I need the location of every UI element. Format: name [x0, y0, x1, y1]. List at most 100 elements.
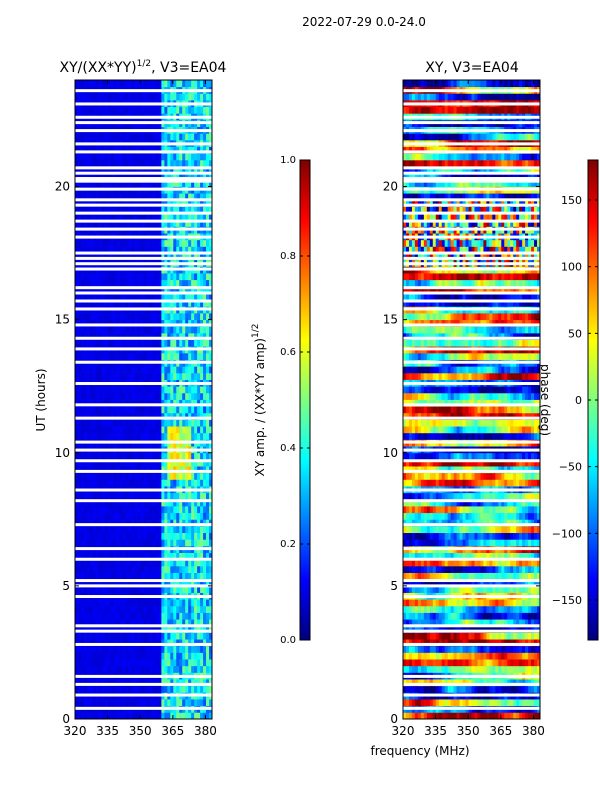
- heatmap-cell: [408, 659, 413, 667]
- heatmap-cell: [146, 612, 150, 620]
- heatmap-cell: [122, 645, 127, 653]
- heatmap-cell: [206, 625, 210, 633]
- heatmap-cell: [140, 352, 144, 360]
- heatmap-cell: [146, 652, 150, 660]
- heatmap-cell: [474, 652, 478, 660]
- heatmap-cell: [137, 93, 141, 101]
- heatmap-cell: [179, 679, 183, 687]
- heatmap-cell: [86, 506, 91, 514]
- heatmap-cell: [206, 406, 210, 414]
- heatmap-cell: [143, 219, 147, 227]
- heatmap-cell: [203, 366, 207, 374]
- heatmap-cell: [155, 645, 159, 653]
- heatmap-cell: [152, 519, 156, 527]
- heatmap-cell: [164, 712, 168, 720]
- heatmap-cell: [146, 239, 150, 247]
- heatmap-cell: [110, 153, 115, 161]
- heatmap-cell: [92, 386, 97, 394]
- heatmap-cell: [83, 512, 88, 520]
- heatmap-cell: [119, 386, 124, 394]
- heatmap-cell: [80, 699, 85, 707]
- heatmap-cell: [185, 452, 189, 460]
- heatmap-cell: [206, 332, 210, 340]
- heatmap-cell: [101, 213, 106, 221]
- heatmap-cell: [194, 639, 198, 647]
- heatmap-cell: [519, 712, 523, 720]
- heatmap-cell: [125, 412, 130, 420]
- heatmap-cell: [98, 632, 103, 640]
- heatmap-cell: [131, 552, 135, 560]
- heatmap-cell: [95, 179, 100, 187]
- heatmap-cell: [140, 452, 144, 460]
- heatmap-cell: [176, 712, 180, 720]
- heatmap-cell: [417, 679, 422, 687]
- heatmap-cell: [176, 419, 180, 427]
- heatmap-cell: [492, 712, 496, 720]
- heatmap-cell: [122, 519, 127, 527]
- heatmap-cell: [86, 399, 91, 407]
- heatmap-cell: [489, 712, 493, 720]
- heatmap-cell: [107, 199, 112, 207]
- heatmap-cell: [122, 579, 127, 587]
- heatmap-cell: [158, 632, 162, 640]
- heatmap-cell: [185, 273, 189, 281]
- heatmap-cell: [155, 552, 159, 560]
- heatmap-cell: [164, 352, 168, 360]
- heatmap-cell: [182, 459, 186, 467]
- heatmap-cell: [104, 166, 109, 174]
- heatmap-cell: [203, 432, 207, 440]
- heatmap-cell: [525, 665, 529, 673]
- heatmap-cell: [125, 492, 130, 500]
- heatmap-cell: [140, 339, 144, 347]
- heatmap-cell: [143, 565, 147, 573]
- heatmap-cell: [146, 585, 150, 593]
- heatmap-cell: [119, 585, 124, 593]
- heatmap-cell: [86, 492, 91, 500]
- heatmap-cell: [474, 699, 478, 707]
- heatmap-cell: [173, 599, 177, 607]
- heatmap-cell: [164, 492, 168, 500]
- heatmap-cell: [501, 685, 505, 693]
- heatmap-cell: [110, 452, 115, 460]
- heatmap-cell: [203, 639, 207, 647]
- heatmap-cell: [107, 372, 112, 380]
- heatmap-cell: [149, 552, 153, 560]
- heatmap-cell: [176, 312, 180, 321]
- heatmap-cell: [125, 506, 130, 514]
- heatmap-cell: [77, 193, 82, 201]
- heatmap-cell: [80, 572, 85, 580]
- heatmap-cell: [158, 80, 162, 88]
- heatmap-cell: [104, 532, 109, 540]
- heatmap-cell: [188, 625, 192, 633]
- heatmap-cell: [92, 312, 97, 321]
- heatmap-cell: [137, 399, 141, 407]
- heatmap-cell: [170, 625, 174, 633]
- heatmap-cell: [167, 392, 171, 400]
- heatmap-cell: [143, 585, 147, 593]
- heatmap-cell: [116, 246, 121, 254]
- heatmap-cell: [206, 645, 210, 653]
- heatmap-cell: [537, 679, 541, 687]
- heatmap-cell: [203, 652, 207, 660]
- heatmap-cell: [173, 659, 177, 667]
- heatmap-cell: [92, 459, 97, 467]
- heatmap-cell: [89, 146, 94, 154]
- heatmap-cell: [200, 146, 204, 154]
- heatmap-cell: [206, 312, 210, 321]
- heatmap-cell: [143, 699, 147, 707]
- heatmap-cell: [170, 199, 174, 207]
- heatmap-cell: [80, 659, 85, 667]
- heatmap-cell: [161, 366, 165, 374]
- heatmap-cell: [149, 506, 153, 514]
- heatmap-cell: [98, 406, 103, 414]
- heatmap-cell: [110, 279, 115, 287]
- heatmap-cell: [161, 432, 165, 440]
- heatmap-cell: [125, 326, 130, 334]
- heatmap-cell: [104, 639, 109, 647]
- heatmap-cell: [146, 399, 150, 407]
- heatmap-cell: [107, 632, 112, 640]
- flagged-row: [75, 642, 212, 646]
- heatmap-cell: [131, 199, 135, 207]
- heatmap-cell: [110, 659, 115, 667]
- heatmap-cell: [113, 652, 118, 660]
